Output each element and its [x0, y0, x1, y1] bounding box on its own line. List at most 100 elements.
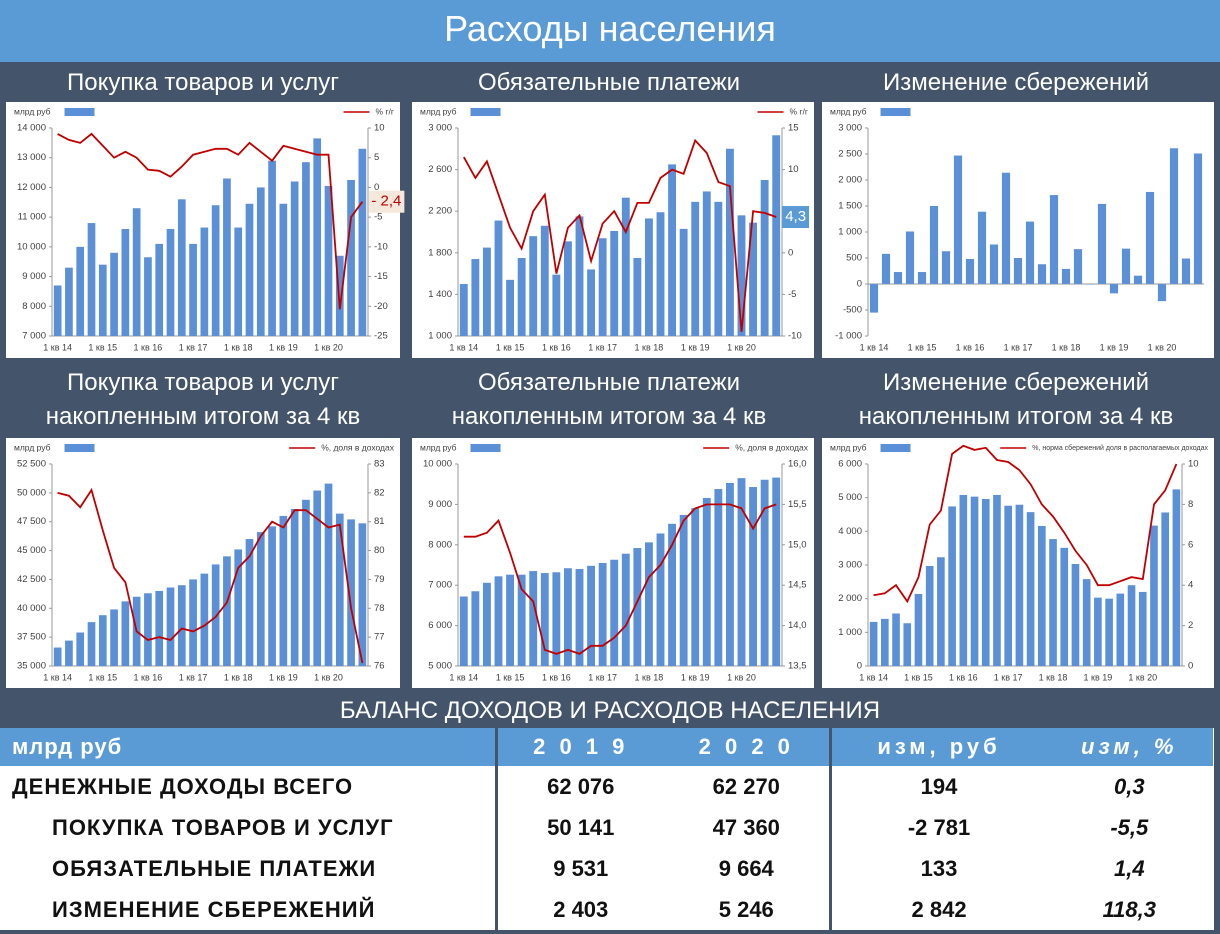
bar: [869, 621, 878, 666]
bar: [702, 191, 711, 336]
y-tick-label: 37 500: [17, 632, 46, 643]
legend-label: млрд руб: [14, 106, 51, 116]
table-cell: -5,5: [1110, 814, 1149, 840]
chart-panel: [822, 102, 1214, 358]
y-tick-label: 4 000: [838, 526, 862, 537]
bar: [714, 489, 723, 666]
bar: [552, 572, 561, 666]
bar: [621, 553, 630, 666]
bar: [177, 199, 186, 336]
bar: [529, 236, 538, 336]
x-tick-label: 1 кв 18: [1052, 342, 1081, 352]
bar: [893, 272, 903, 284]
bar: [335, 513, 344, 666]
line-series: [57, 132, 364, 310]
bar: [234, 549, 243, 666]
legend-swatch: [880, 444, 911, 452]
x-tick-label: 1 кв 15: [908, 342, 937, 352]
bar: [1049, 539, 1057, 666]
legend-label: %, доля в доходах: [321, 442, 395, 452]
y2-tick-label: 8: [1188, 499, 1193, 510]
bar: [993, 494, 1001, 666]
bar: [644, 218, 653, 336]
bar: [1013, 258, 1023, 284]
bar: [471, 259, 480, 336]
x-tick-label: 1 кв 17: [994, 672, 1023, 682]
bar: [155, 243, 164, 336]
y2-tick-label: 83: [374, 459, 385, 470]
bar: [358, 148, 367, 336]
bar: [471, 591, 480, 666]
bar: [76, 246, 85, 336]
bar: [166, 229, 175, 336]
legend-label: млрд руб: [420, 106, 457, 116]
bar: [1157, 284, 1167, 302]
x-tick-label: 1 кв 16: [134, 342, 163, 352]
x-tick-label: 1 кв 16: [542, 342, 571, 352]
x-tick-label: 1 кв 17: [179, 342, 208, 352]
table-cell: 62 270: [663, 766, 833, 807]
bar: [268, 526, 276, 666]
bar: [1026, 512, 1035, 666]
chart-title: Покупка товаров и услуг: [67, 369, 339, 396]
table-cell: ИЗМЕНЕНИЕ СБЕРЕЖЕНИЙ: [0, 889, 498, 930]
chart-title: Изменение сбережений: [882, 69, 1150, 96]
y-tick-label: 9 000: [428, 499, 452, 510]
bar: [517, 258, 526, 336]
y2-tick-label: 5: [374, 152, 379, 163]
bar: [76, 632, 85, 666]
bar: [290, 509, 299, 666]
bar: [953, 155, 963, 284]
legend-label: млрд руб: [830, 106, 867, 116]
y2-tick-label: 15,0: [788, 539, 807, 550]
bar: [679, 514, 688, 666]
table-cell: 50 141: [547, 814, 615, 840]
x-tick-label: 1 кв 14: [449, 342, 478, 352]
bar: [1161, 512, 1169, 666]
y2-tick-label: 82: [374, 487, 385, 498]
table-row: ПОКУПКА ТОВАРОВ И УСЛУГ 50 141 47 360 -2 78…: [0, 807, 1213, 848]
y-tick-label: 3 000: [428, 123, 452, 134]
bar: [517, 574, 526, 666]
bar: [1038, 525, 1046, 666]
bar: [1060, 547, 1069, 666]
bar: [200, 227, 209, 336]
bar: [358, 523, 367, 666]
bar: [1116, 593, 1125, 666]
bar: [869, 284, 879, 313]
x-tick-label: 1 кв 18: [635, 672, 664, 682]
legend-label: млрд руб: [420, 442, 457, 452]
x-tick-label: 1 кв 15: [904, 672, 933, 682]
bar: [633, 258, 642, 336]
bar: [53, 647, 62, 666]
table-row: ИЗМЕНЕНИЕ СБЕРЕЖЕНИЙ 2 403 5 246 2 842 118,3: [0, 889, 1213, 930]
table-row: ДЕНЕЖНЫЕ ДОХОДЫ ВСЕГО 62 076 62 270 194 0,3: [0, 766, 1213, 807]
y-tick-label: 6 000: [838, 459, 862, 470]
line-series: [57, 487, 364, 664]
bar: [552, 274, 561, 336]
bar: [1073, 249, 1083, 284]
x-tick-label: 1 кв 19: [1100, 342, 1129, 352]
bar: [668, 523, 677, 666]
bar: [749, 222, 758, 336]
bar: [1037, 264, 1047, 284]
bar: [1082, 579, 1091, 666]
bar: [482, 582, 491, 666]
y-tick-label: 0: [857, 661, 862, 672]
x-tick-label: 1 кв 18: [635, 342, 664, 352]
bar: [1094, 597, 1102, 666]
legend-swatch: [64, 444, 95, 452]
y-tick-label: 2 500: [838, 149, 862, 160]
bar: [598, 238, 607, 336]
x-tick-label: 1 кв 18: [224, 342, 253, 352]
bar: [1004, 505, 1012, 666]
table-cell: 9 531: [553, 855, 609, 881]
y2-tick-label: -25: [374, 331, 388, 342]
bar: [223, 178, 231, 336]
bar: [1015, 504, 1024, 666]
x-tick-label: 1 кв 16: [956, 342, 985, 352]
x-tick-label: 1 кв 16: [134, 672, 163, 682]
bar: [87, 223, 96, 336]
bar: [211, 205, 220, 336]
